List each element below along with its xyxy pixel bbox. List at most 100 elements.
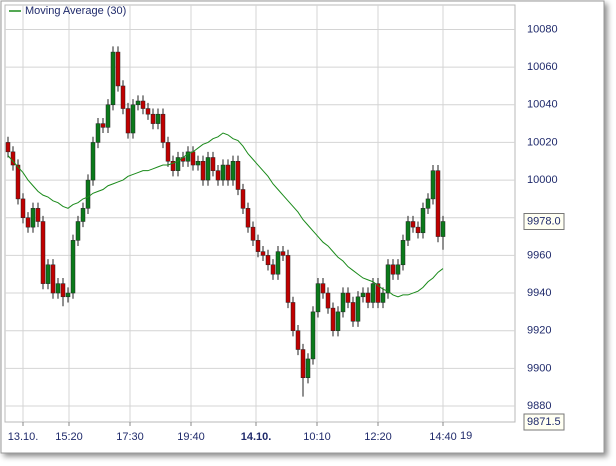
candle-body — [325, 292, 331, 309]
candle-body — [205, 157, 211, 181]
candle-body — [365, 292, 371, 303]
candle-body — [115, 51, 121, 87]
y-tick-label: 10080 — [527, 23, 558, 35]
candle-body — [375, 283, 381, 303]
candle-body — [440, 221, 446, 237]
candle-body — [335, 311, 341, 331]
candle-body — [310, 311, 316, 360]
x-tick-label: 10:10 — [303, 431, 331, 443]
candle-body — [230, 161, 236, 181]
candle-body — [395, 264, 401, 275]
candle-body — [280, 251, 286, 256]
candle-body — [390, 264, 396, 275]
x-tick-label: 13.10. — [8, 431, 39, 443]
candle-body — [75, 221, 81, 241]
candle-body — [165, 142, 171, 162]
bottom-price: 9871.5 — [523, 413, 565, 431]
y-tick-label: 9960 — [527, 249, 551, 261]
candle-body — [130, 104, 136, 134]
moving-average-line — [7, 132, 444, 298]
y-tick-label: 9900 — [527, 362, 551, 374]
candle-body — [55, 283, 61, 294]
candle-body — [385, 264, 391, 294]
candle-body — [50, 264, 56, 294]
candle-body — [425, 198, 431, 209]
candle-body — [340, 292, 346, 313]
candle-body — [320, 283, 326, 294]
candle-body — [155, 113, 161, 124]
candle-body — [160, 113, 166, 143]
candle-body — [220, 164, 226, 181]
candle-body — [265, 255, 271, 266]
candle-body — [380, 292, 386, 303]
candle-body — [145, 108, 151, 115]
candle-body — [15, 164, 21, 200]
candle-body — [285, 255, 291, 303]
candle-body — [290, 302, 296, 331]
candle-body — [300, 349, 306, 379]
plot-area — [4, 4, 516, 423]
bottom-price-label: 9871.5 — [527, 416, 561, 428]
candle-body — [345, 292, 351, 303]
candle-body — [150, 113, 156, 124]
candle-body — [415, 226, 421, 234]
y-tick-label: 9920 — [527, 325, 551, 337]
candle-body — [125, 108, 131, 134]
candle-body — [245, 208, 251, 228]
legend-label: Moving Average (30) — [25, 5, 126, 17]
candle-body — [275, 251, 281, 275]
candle-body — [430, 170, 436, 200]
candle-body — [350, 302, 356, 322]
y-tick-label: 10060 — [527, 61, 558, 73]
candle-body — [200, 161, 206, 181]
candle-body — [5, 142, 11, 153]
candle-body — [295, 330, 301, 350]
candle-body — [315, 283, 321, 313]
candle-body — [405, 221, 411, 241]
x-tick-label: 15:20 — [55, 431, 83, 443]
candle-body — [80, 208, 86, 222]
candle-body — [210, 157, 216, 171]
candle-body — [185, 151, 191, 162]
candle-body — [95, 123, 101, 143]
y-tick-label: 9940 — [527, 287, 551, 299]
y-tick-label: 10040 — [527, 99, 558, 111]
candle-body — [70, 240, 76, 294]
candle-body — [45, 264, 51, 284]
candle-body — [20, 198, 26, 218]
candle-body — [195, 161, 201, 166]
candle-body — [410, 221, 416, 228]
candle-body — [370, 283, 376, 303]
candle-body — [360, 292, 366, 298]
candle-body — [225, 164, 231, 181]
candle-body — [90, 142, 96, 181]
candle-body — [25, 217, 31, 228]
candle-body — [190, 151, 196, 166]
last-price-box — [523, 213, 565, 231]
candle-body — [400, 240, 406, 266]
candle-body — [105, 104, 111, 128]
candle-body — [40, 221, 46, 284]
y-tick-label: 10020 — [527, 136, 558, 148]
candle-body — [85, 179, 91, 209]
candle-body — [305, 358, 311, 379]
candle-body — [330, 307, 336, 331]
x-tick-label: 17:30 — [116, 431, 144, 443]
legend: Moving Average (30) — [9, 5, 126, 17]
candle-body — [30, 208, 36, 228]
y-tick-label: 10000 — [527, 174, 558, 186]
candle-body — [65, 292, 71, 298]
grid — [5, 5, 515, 422]
candle-body — [100, 123, 106, 128]
candle-body — [60, 283, 66, 298]
candle-body — [250, 226, 256, 241]
y-tick-label: 9880 — [527, 400, 551, 412]
candle-body — [110, 51, 116, 106]
candle-body — [270, 264, 276, 275]
candle-body — [120, 85, 126, 109]
candle-body — [170, 161, 176, 171]
last-price-label: 9978.0 — [527, 215, 561, 227]
candle-body — [355, 296, 361, 322]
candle-body — [35, 208, 41, 222]
